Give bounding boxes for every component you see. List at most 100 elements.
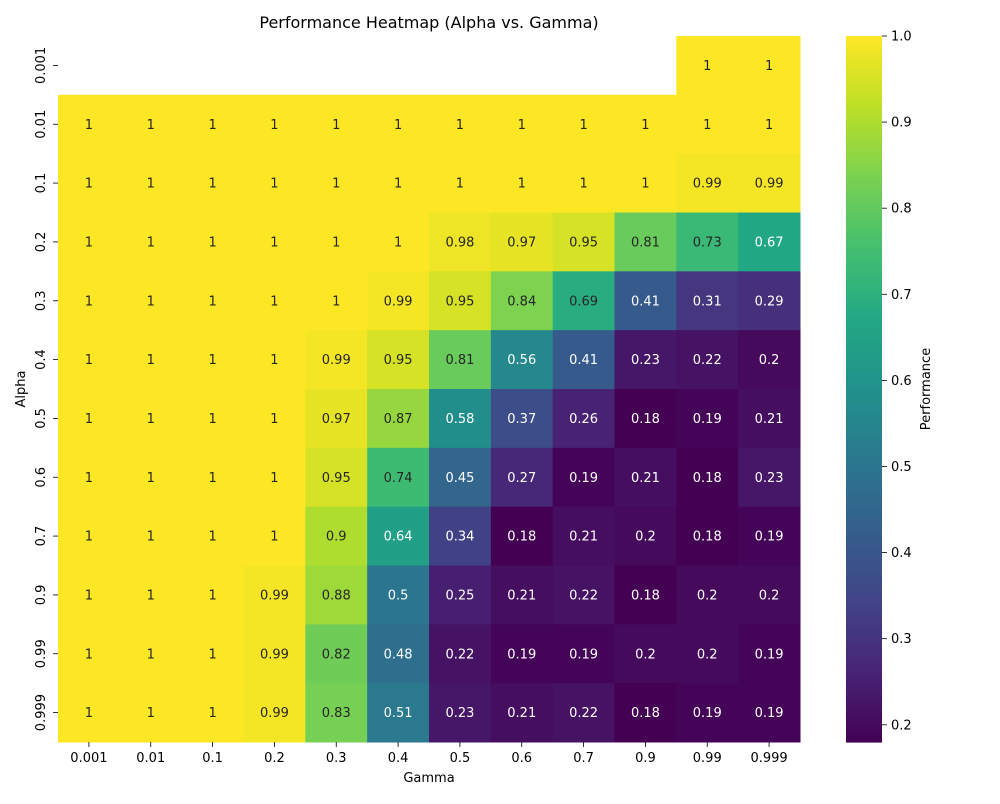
colorbar-segment — [846, 424, 882, 430]
colorbar-segment — [846, 474, 882, 481]
cell-value-label: 1 — [147, 471, 155, 486]
heatmap-cell — [429, 506, 492, 566]
heatmap-cell — [552, 389, 615, 449]
colorbar-tick-label: 0.2 — [891, 718, 912, 733]
heatmap-cell — [305, 330, 368, 390]
heatmap-cell — [738, 330, 801, 390]
colorbar-segment — [846, 157, 882, 163]
cell-value-label: 0.34 — [445, 530, 474, 545]
cell-value-label: 0.74 — [384, 471, 413, 486]
cell-value-label: 0.19 — [507, 647, 536, 662]
cell-value-label: 0.99 — [260, 588, 289, 603]
colorbar-segment — [846, 525, 882, 531]
cell-value-label: 1 — [208, 118, 216, 133]
heatmap-cell — [119, 212, 183, 272]
colorbar-segment — [846, 716, 882, 723]
colorbar-segment — [846, 288, 882, 294]
heatmap-cell — [614, 683, 677, 743]
cell-value-label: 1 — [579, 177, 587, 192]
heatmap-cell — [243, 683, 306, 743]
cell-value-label: 1 — [208, 353, 216, 368]
heatmap-cell — [676, 153, 739, 213]
cell-value-label: 1 — [85, 706, 93, 721]
colorbar-tick-label: 0.9 — [891, 116, 912, 131]
heatmap-cell — [305, 153, 368, 213]
cell-value-label: 1 — [332, 235, 340, 250]
cell-value-label: 1 — [394, 235, 402, 250]
cell-value-label: 1 — [85, 530, 93, 545]
heatmap-cell — [58, 212, 121, 272]
cell-value-label: 1 — [147, 118, 155, 133]
heatmap-cell — [552, 506, 615, 566]
colorbar: 0.2 0.3 0.4 0.5 0.6 0.7 0.8 0.9 1.0 — [846, 30, 912, 743]
heatmap-cell — [243, 506, 306, 566]
heatmap-cell — [181, 565, 244, 625]
x-tick-label: 0.999 — [750, 751, 787, 766]
heatmap-cell — [738, 212, 801, 272]
x-tick-label: 0.3 — [326, 751, 347, 766]
cell-value-label: 0.58 — [445, 412, 474, 427]
cell-value-label: 1 — [147, 647, 155, 662]
colorbar-segment — [846, 348, 882, 355]
cell-value-label: 1 — [394, 177, 402, 192]
heatmap-cell — [119, 565, 183, 625]
colorbar-segment — [846, 409, 882, 415]
cell-value-label: 0.18 — [631, 588, 660, 603]
heatmap-cell — [58, 94, 121, 155]
cell-value-label: 1 — [208, 647, 216, 662]
colorbar-segment — [846, 575, 882, 582]
heatmap-cell — [119, 330, 183, 390]
colorbar-segment — [846, 116, 882, 123]
cell-value-label: 0.23 — [631, 353, 660, 368]
cell-value-label: 0.21 — [569, 530, 598, 545]
colorbar-segment — [846, 303, 882, 309]
colorbar-segment — [846, 308, 882, 314]
heatmap-cell — [738, 565, 801, 625]
colorbar-segment — [846, 469, 882, 476]
y-tick-label: 0.5 — [34, 408, 49, 429]
cell-value-label: 1 — [147, 588, 155, 603]
colorbar-segment — [846, 167, 882, 173]
colorbar-segment — [846, 706, 882, 713]
cell-value-label: 1 — [765, 118, 773, 133]
colorbar-segment — [846, 383, 882, 390]
colorbar-segment — [846, 504, 882, 511]
heatmap-cell — [676, 330, 739, 390]
cell-value-label: 1 — [85, 118, 93, 133]
cell-value-label: 1 — [270, 530, 278, 545]
cell-value-label: 1 — [518, 177, 526, 192]
colorbar-segment — [846, 252, 882, 259]
cell-value-label: 0.22 — [445, 647, 474, 662]
heatmap-cell — [119, 271, 183, 331]
chart-title: Performance Heatmap (Alpha vs. Gamma) — [259, 13, 598, 32]
heatmap-cell — [58, 624, 121, 684]
heatmap-cell — [429, 447, 492, 508]
cell-value-label: 0.73 — [693, 235, 722, 250]
heatmap-cell — [676, 94, 739, 155]
cell-value-label: 0.81 — [631, 235, 660, 250]
heatmap-cell — [552, 683, 615, 743]
cell-value-label: 0.18 — [631, 706, 660, 721]
colorbar-segment — [846, 373, 882, 380]
cell-value-label: 1 — [85, 471, 93, 486]
cell-value-label: 0.95 — [569, 235, 598, 250]
colorbar-segment — [846, 121, 882, 128]
colorbar-segment — [846, 585, 882, 592]
cell-value-label: 1 — [208, 177, 216, 192]
colorbar-segment — [846, 429, 882, 435]
cell-value-label: 1 — [703, 118, 711, 133]
heatmap-cell — [490, 506, 554, 566]
colorbar-segment — [846, 212, 882, 219]
heatmap-cell — [552, 565, 615, 625]
colorbar-segment — [846, 620, 882, 627]
heatmap-cell — [738, 624, 801, 684]
heatmap-cell — [243, 389, 306, 449]
heatmap-cell — [119, 389, 183, 449]
colorbar-segment — [846, 46, 882, 52]
cell-value-label: 1 — [332, 294, 340, 309]
colorbar-segment — [846, 701, 882, 708]
colorbar-segment — [846, 580, 882, 587]
heatmap-cell — [119, 94, 183, 155]
